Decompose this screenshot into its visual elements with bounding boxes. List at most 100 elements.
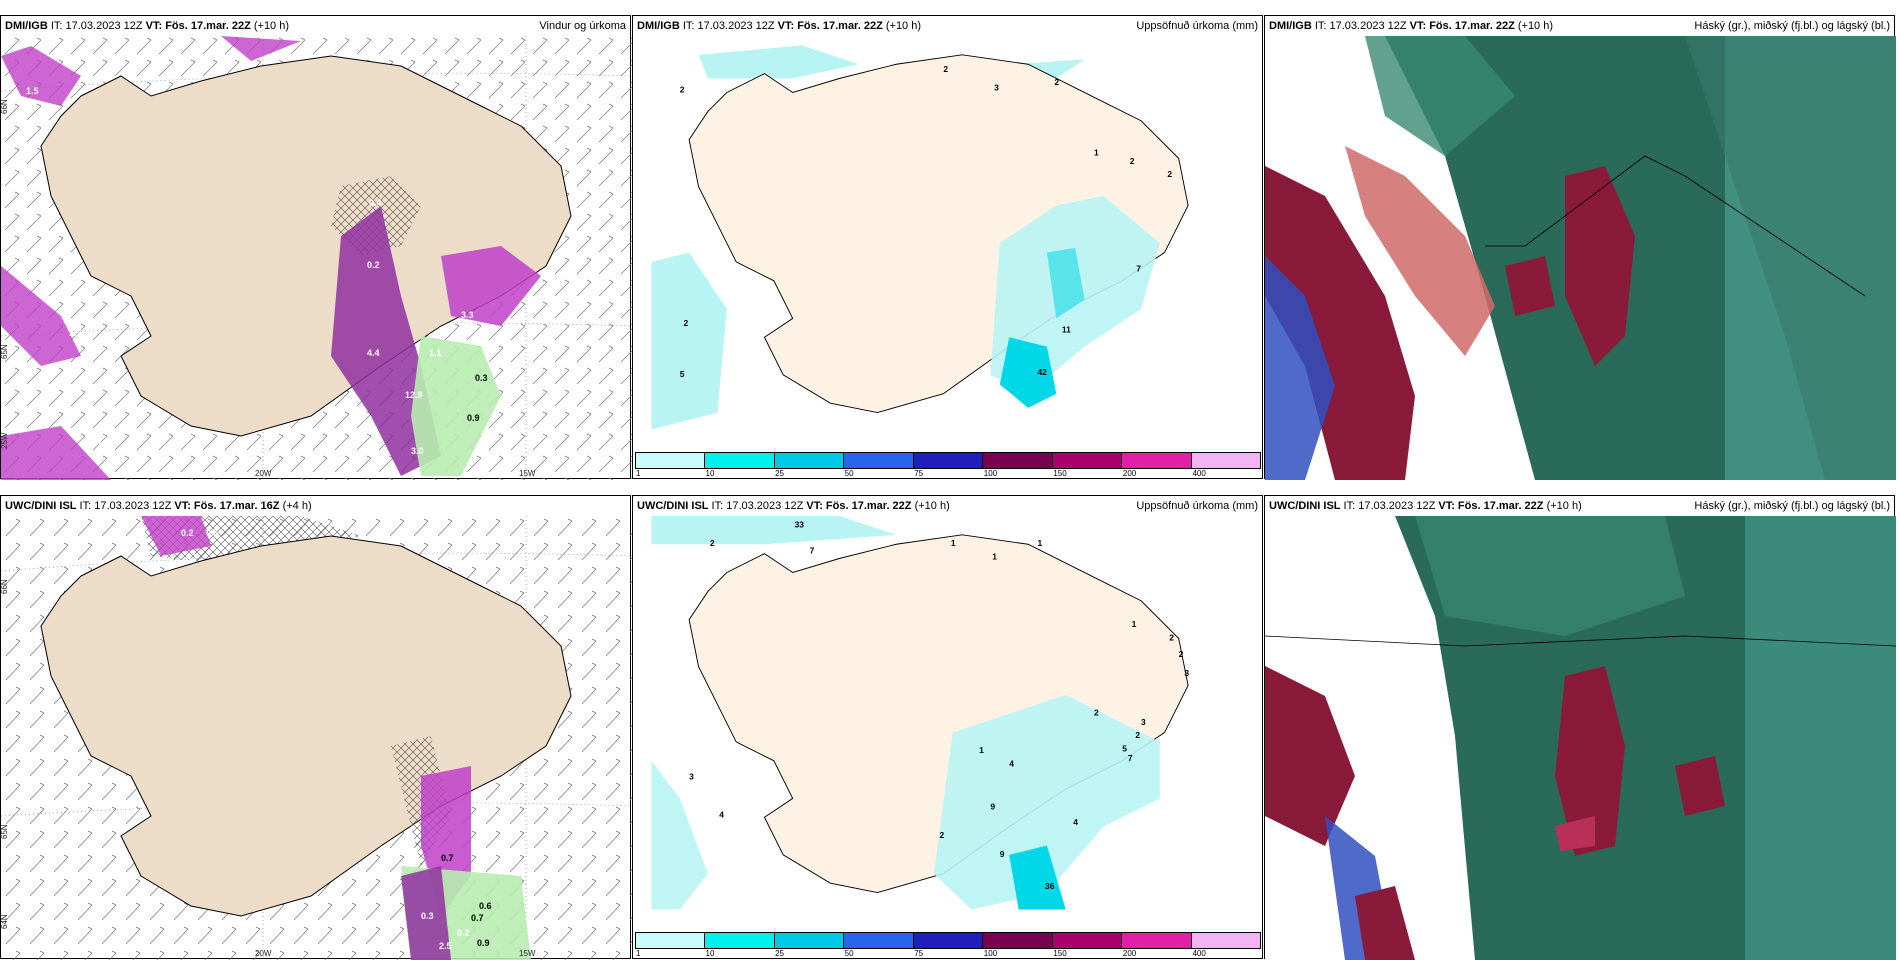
precip-value-label: 0.6 xyxy=(479,901,492,911)
lat-label: 65N xyxy=(1,824,9,839)
precip-value-label: 0.8 xyxy=(89,436,102,446)
panel-title: Vindur og úrkoma xyxy=(539,20,626,32)
colorbar-tick-label: 75 xyxy=(914,469,924,478)
panel-accum-precip-igb: DMI/IGB IT: 17.03.2023 12Z VT: Fös. 17.m… xyxy=(632,15,1263,479)
model-source: UWC/DINI ISL xyxy=(637,500,709,512)
precip-value-label: 0.7 xyxy=(441,853,454,863)
colorbar-tick-label: 75 xyxy=(914,949,924,958)
accum-value-label: 33 xyxy=(795,519,805,529)
colorbar-tick-label: 1 xyxy=(636,469,641,478)
accum-value-label: 5 xyxy=(1122,743,1127,753)
colorbar-tick-label: 150 xyxy=(1053,949,1067,958)
accum-value-label: 3 xyxy=(1141,717,1146,727)
precip-value-label: 0.7 xyxy=(186,553,199,563)
precip-value-label: 2.5 xyxy=(439,941,452,951)
lat-label: 64N xyxy=(1,914,9,929)
precip-value-label: 0.5 xyxy=(206,528,219,538)
valid-time: VT: Fös. 17.mar. 22Z xyxy=(1438,500,1544,512)
accum-value-label: 2 xyxy=(1179,649,1184,659)
accum-value-label: 9 xyxy=(1000,849,1005,859)
colorbar-swatch xyxy=(636,453,706,468)
init-time: IT: 17.03.2023 12Z xyxy=(708,500,807,512)
precip-value-label: 3.0 xyxy=(411,446,424,456)
valid-time: VT: Fös. 17.mar. 22Z xyxy=(1409,20,1515,32)
colorbar-tick-label: 25 xyxy=(775,949,785,958)
accum-value-label: 42 xyxy=(1037,367,1047,377)
accum-precip-map: 2 2 3 2 1 2 2 7 2 5 42 11 xyxy=(651,45,1189,430)
accum-precip-map: 2 33 7 1 1 1 1 2 2 3 3 2 5 7 2 1 4 9 4 9… xyxy=(651,516,1189,910)
model-source: DMI/IGB xyxy=(637,20,680,32)
panel-title: Uppsöfnuð úrkoma (mm) xyxy=(1136,20,1258,32)
init-time: IT: 17.03.2023 12Z xyxy=(1311,20,1410,32)
colorbar-tick-label: 10 xyxy=(705,469,715,478)
wind-precip-map: 66N 65N 64N 20W 15W 0.2 0.5 0.7 0.7 0.6 … xyxy=(1,516,632,960)
graticule xyxy=(1,36,632,480)
accum-value-label: 2 xyxy=(1167,169,1172,179)
colorbar-tick-label: 100 xyxy=(983,469,998,478)
wind-precip-map: 66N 65N 25W 20W 15W 1.5 0.2 0.4 1.1 3.3 … xyxy=(1,36,632,480)
valid-time: VT: Fös. 17.mar. 22Z xyxy=(777,20,883,32)
valid-time: VT: Fös. 17.mar. 22Z xyxy=(145,20,251,32)
precip-value-label: 1.1 xyxy=(429,348,442,358)
lat-label: 66N xyxy=(1,579,9,594)
accum-value-label: 2 xyxy=(1094,708,1099,718)
colorbar-swatches xyxy=(635,932,1261,949)
accum-value-label: 2 xyxy=(1054,77,1059,87)
panel-accum-precip-dini: UWC/DINI ISL IT: 17.03.2023 12Z VT: Fös.… xyxy=(632,495,1263,959)
colorbar-tick-label: 100 xyxy=(983,949,998,958)
accum-value-label: 3 xyxy=(689,772,694,782)
cloud-cover-map xyxy=(1265,36,1896,480)
precip-value-label: 0.3 xyxy=(421,911,434,921)
accum-value-label: 2 xyxy=(680,84,685,94)
precip-value-label: 0.7 xyxy=(471,913,484,923)
accum-value-label: 4 xyxy=(719,809,724,819)
accum-value-label: 1 xyxy=(1132,619,1137,629)
lead-time: (+4 h) xyxy=(279,500,312,512)
accum-value-label: 2 xyxy=(1135,730,1140,740)
accum-value-label: 2 xyxy=(1130,156,1135,166)
accum-value-label: 4 xyxy=(1073,817,1078,827)
colorbar-tick-label: 150 xyxy=(1053,469,1067,478)
colorbar-swatch xyxy=(1052,453,1123,468)
precip-value-label: 0.3 xyxy=(475,373,488,383)
panel-wind-precip-igb: DMI/IGB IT: 17.03.2023 12Z VT: Fös. 17.m… xyxy=(0,15,632,480)
precip-value-label: 3.3 xyxy=(461,310,474,320)
accum-value-label: 2 xyxy=(943,64,948,74)
valid-time: VT: Fös. 17.mar. 16Z xyxy=(174,500,280,512)
accum-value-label: 1 xyxy=(1037,538,1042,548)
colorbar-tick-label: 1 xyxy=(636,949,641,958)
colorbar-swatch xyxy=(636,933,706,948)
colorbar-swatch xyxy=(983,453,1053,468)
model-source: UWC/DINI ISL xyxy=(1269,500,1341,512)
colorbar-swatch xyxy=(844,453,914,468)
precip-value-label: 4.4 xyxy=(367,348,380,358)
lat-label: 66N xyxy=(1,99,9,114)
precip-value-label: 1.5 xyxy=(26,86,39,96)
init-time: IT: 17.03.2023 12Z xyxy=(1340,500,1439,512)
accum-value-label: 5 xyxy=(680,369,685,379)
lon-label: 15W xyxy=(519,469,536,478)
panel-header: DMI/IGB IT: 17.03.2023 12Z VT: Fös. 17.m… xyxy=(1,16,630,36)
accum-value-label: 7 xyxy=(810,546,815,556)
precip-value-label: 0.4 xyxy=(369,198,382,208)
lead-time: (+10 h) xyxy=(1514,20,1554,32)
valid-time: VT: Fös. 17.mar. 22Z xyxy=(806,500,912,512)
panel-header: DMI/IGB IT: 17.03.2023 12Z VT: Fös. 17.m… xyxy=(633,16,1262,36)
colorbar-tick-label: 50 xyxy=(844,469,854,478)
lon-label: 20W xyxy=(255,949,272,958)
lead-time: (+10 h) xyxy=(911,500,950,512)
precip-value-label: 0.2 xyxy=(367,260,380,270)
colorbar-swatch xyxy=(774,933,845,948)
lon-label: 20W xyxy=(255,469,272,478)
colorbar-tick-label: 200 xyxy=(1122,469,1137,478)
precip-value-label: 0.9 xyxy=(477,938,490,948)
colorbar-swatch xyxy=(844,933,914,948)
colorbar-swatch xyxy=(705,453,775,468)
colorbar-swatch xyxy=(1191,933,1260,948)
colorbar-swatch xyxy=(983,933,1053,948)
panel-wind-precip-dini: UWC/DINI ISL IT: 17.03.2023 12Z VT: Fös.… xyxy=(0,495,632,960)
accum-value-label: 3 xyxy=(1184,668,1189,678)
lat-label: 25W xyxy=(1,432,9,449)
colorbar-swatch xyxy=(1122,933,1192,948)
accum-value-label: 2 xyxy=(710,538,715,548)
